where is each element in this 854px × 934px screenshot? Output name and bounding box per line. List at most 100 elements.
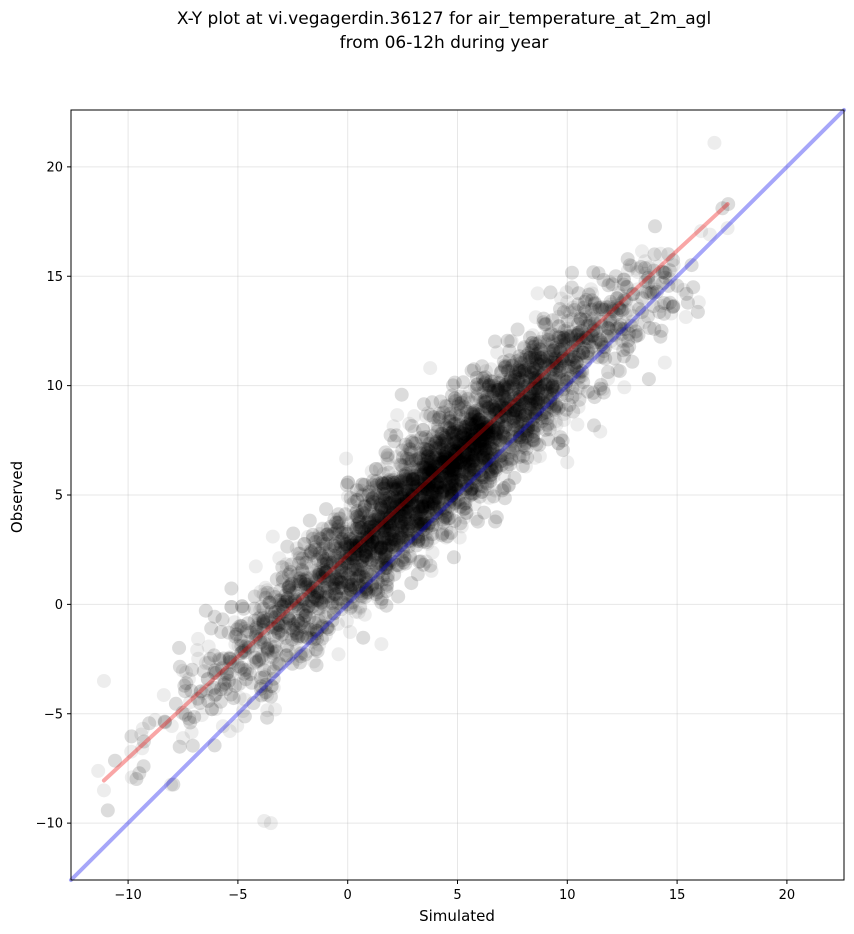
- data-point: [465, 453, 480, 468]
- data-point: [472, 402, 487, 417]
- data-point: [501, 358, 515, 373]
- data-point: [230, 651, 245, 666]
- data-point: [424, 452, 439, 467]
- data-point: [596, 382, 611, 396]
- data-point: [534, 369, 549, 384]
- data-point: [484, 462, 499, 477]
- data-point: [450, 463, 464, 478]
- data-point: [340, 539, 355, 554]
- data-point: [412, 442, 427, 456]
- data-point: [572, 381, 587, 396]
- data-point: [423, 455, 438, 470]
- data-point: [467, 450, 481, 465]
- data-point: [532, 357, 547, 372]
- data-point: [505, 358, 520, 372]
- data-point: [339, 574, 354, 589]
- data-point: [334, 553, 349, 568]
- data-point: [564, 360, 579, 374]
- data-point: [263, 650, 278, 665]
- data-point: [518, 396, 533, 411]
- data-points: [91, 135, 736, 831]
- data-point: [343, 533, 358, 548]
- data-point: [439, 449, 454, 464]
- data-point: [551, 309, 566, 324]
- data-point: [430, 459, 445, 474]
- data-point: [413, 498, 428, 512]
- data-point: [403, 471, 418, 486]
- data-point: [359, 542, 374, 557]
- data-point: [492, 404, 507, 419]
- data-point: [525, 364, 540, 379]
- data-point: [538, 370, 552, 385]
- data-point: [504, 334, 519, 349]
- data-point: [415, 527, 430, 542]
- data-point: [388, 481, 403, 496]
- data-point: [256, 587, 271, 602]
- data-point: [356, 531, 371, 546]
- data-point: [383, 508, 398, 523]
- data-point: [526, 360, 541, 375]
- data-point: [530, 396, 545, 411]
- data-point: [425, 496, 439, 511]
- data-point: [484, 362, 499, 377]
- data-point: [451, 433, 466, 448]
- data-point: [515, 412, 530, 427]
- data-point: [292, 619, 307, 634]
- data-point: [172, 640, 187, 655]
- data-point: [311, 609, 326, 624]
- data-point: [561, 352, 576, 367]
- data-point: [310, 644, 325, 659]
- data-point: [222, 724, 237, 739]
- data-point: [364, 553, 379, 568]
- data-point: [478, 435, 493, 450]
- data-point: [483, 378, 498, 393]
- data-point: [450, 428, 464, 443]
- data-point: [270, 593, 285, 607]
- data-point: [343, 625, 358, 639]
- data-point: [480, 419, 495, 434]
- data-point: [396, 489, 410, 504]
- data-point: [228, 637, 243, 652]
- data-point: [452, 464, 467, 478]
- data-point: [432, 485, 447, 500]
- data-point: [248, 559, 263, 574]
- data-point: [287, 590, 302, 605]
- data-point: [489, 380, 504, 395]
- data-point: [466, 466, 481, 481]
- data-point: [403, 459, 418, 474]
- data-point: [427, 493, 442, 508]
- data-point: [676, 282, 691, 297]
- data-point: [467, 475, 482, 490]
- data-point: [429, 517, 444, 532]
- data-point: [549, 398, 564, 413]
- data-point: [435, 466, 450, 480]
- data-point: [453, 451, 468, 466]
- data-point: [193, 684, 208, 699]
- data-point: [435, 433, 450, 448]
- data-point: [457, 394, 472, 409]
- data-point: [474, 430, 489, 445]
- data-point: [267, 605, 282, 620]
- data-point: [536, 389, 551, 404]
- data-point: [410, 516, 425, 531]
- data-point: [458, 430, 473, 445]
- data-point: [560, 335, 575, 350]
- data-point: [397, 522, 412, 537]
- data-point: [430, 476, 445, 491]
- data-point: [184, 725, 199, 740]
- data-point: [422, 515, 437, 530]
- data-point: [437, 480, 451, 495]
- data-point: [580, 333, 595, 348]
- data-point: [409, 512, 423, 527]
- data-point: [690, 304, 705, 319]
- data-point: [231, 677, 246, 692]
- data-point: [351, 605, 366, 620]
- data-point: [375, 535, 390, 549]
- data-point: [570, 417, 585, 432]
- data-point: [468, 431, 483, 446]
- data-point: [525, 397, 540, 412]
- data-point: [176, 731, 190, 746]
- data-point: [629, 297, 644, 312]
- data-point: [401, 439, 416, 454]
- data-point: [355, 530, 370, 545]
